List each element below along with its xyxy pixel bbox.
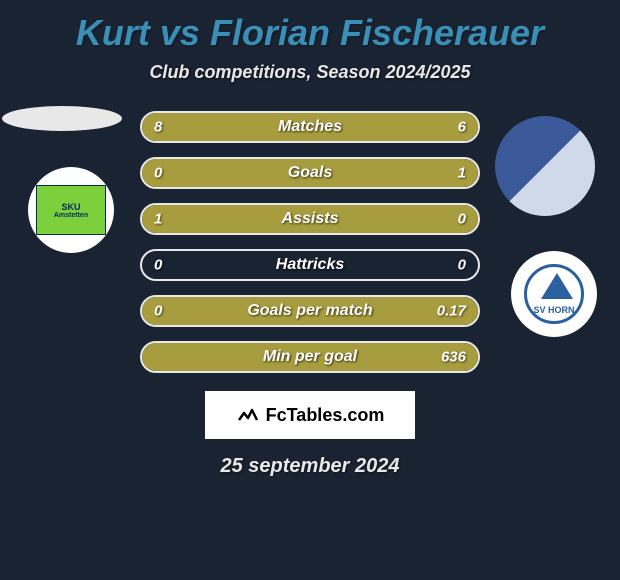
stat-bar: 8 6 Matches (140, 111, 480, 143)
stat-value-right: 6 (458, 119, 466, 136)
player1-club-badge: SKU Amstetten (28, 167, 114, 253)
stat-value-left: 0 (154, 257, 162, 274)
stat-bar: 636 Min per goal (140, 341, 480, 373)
stat-value-left: 0 (154, 165, 162, 182)
stat-bar: 0 0.17 Goals per match (140, 295, 480, 327)
stat-value-right: 0 (458, 211, 466, 228)
club1-logo: SKU Amstetten (36, 185, 106, 235)
stat-label: Goals per match (247, 302, 372, 320)
stat-label: Matches (278, 118, 342, 136)
stat-value-right: 636 (441, 349, 466, 366)
club2-label: SV HORN (533, 305, 574, 315)
stat-bar: 0 1 Goals (140, 157, 480, 189)
date-label: 25 september 2024 (0, 455, 620, 478)
stat-value-right: 0 (458, 257, 466, 274)
stat-label: Min per goal (263, 348, 357, 366)
player1-avatar (2, 106, 122, 131)
chart-icon (236, 403, 260, 427)
footer-brand-text: FcTables.com (266, 405, 385, 426)
page-title: Kurt vs Florian Fischerauer (0, 0, 620, 54)
club1-label-bottom: Amstetten (54, 212, 88, 219)
stat-value-right: 1 (458, 165, 466, 182)
stat-bar: 0 0 Hattricks (140, 249, 480, 281)
stat-bars: 8 6 Matches 0 1 Goals 1 0 Assists 0 0 Hattricks 0 0.1… (140, 111, 480, 373)
player2-club-badge: SV HORN (511, 251, 597, 337)
stat-label: Goals (288, 164, 332, 182)
club1-label-top: SKU (61, 202, 80, 212)
stat-value-left: 0 (154, 303, 162, 320)
page-subtitle: Club competitions, Season 2024/2025 (0, 62, 620, 83)
footer-brand: FcTables.com (205, 391, 415, 439)
comparison-area: SKU Amstetten SV HORN 86Matches01Goals10… (0, 111, 620, 373)
stat-value-left: 8 (154, 119, 162, 136)
stat-label: Assists (282, 210, 339, 228)
player2-avatar (495, 116, 595, 216)
club2-logo: SV HORN (524, 264, 584, 324)
stat-value-right: 0.17 (437, 303, 466, 320)
stat-bar: 1 0 Assists (140, 203, 480, 235)
stat-label: Hattricks (276, 256, 344, 274)
stat-value-left: 1 (154, 211, 162, 228)
